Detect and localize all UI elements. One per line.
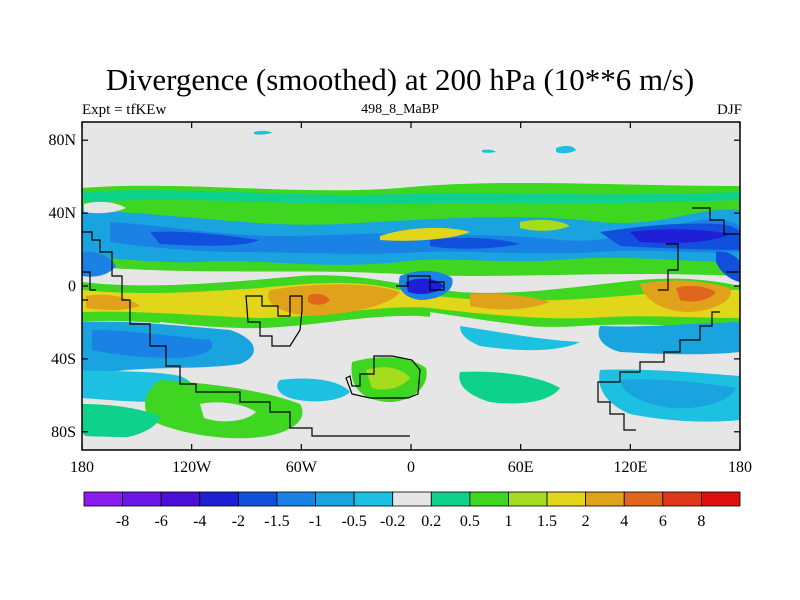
colorbar-label: 1.5 <box>537 513 557 530</box>
contour-region <box>254 130 272 135</box>
colorbar-label: 4 <box>620 513 628 530</box>
contour-region <box>82 266 740 283</box>
colorbar-label: 0.5 <box>460 513 480 530</box>
colorbar-label: -2 <box>232 513 245 530</box>
lon-tick-label: 60W <box>286 459 318 476</box>
run-label: 498_8_MaBP <box>361 102 439 117</box>
contour-region <box>630 229 730 244</box>
coastline-asia <box>692 207 740 235</box>
longitude-axis: 180 120W 60W 0 60E 120E 180 <box>70 122 752 476</box>
colorbar-label: -0.2 <box>380 513 405 530</box>
colorbar-swatch <box>469 491 509 507</box>
colorbar-swatch <box>701 491 741 507</box>
contour-region <box>277 378 350 402</box>
colorbar-label: -1 <box>309 513 322 530</box>
contour-region <box>556 145 576 154</box>
lon-tick-label: 0 <box>407 459 415 476</box>
colorbar-swatch <box>237 491 278 507</box>
experiment-label: Expt = tfKEw <box>82 102 167 118</box>
contour-region <box>82 251 116 277</box>
lon-tick-label: 60E <box>508 459 534 476</box>
colorbar-label: 1 <box>504 513 512 530</box>
colorbar-label: 0.2 <box>421 513 441 530</box>
colorbar-swatch <box>315 491 355 507</box>
contour-region <box>308 293 330 305</box>
colorbar-label: -4 <box>193 513 206 530</box>
coastline-west <box>82 271 96 301</box>
lat-tick-label: 40N <box>48 205 76 222</box>
contour-region <box>716 251 740 282</box>
contour-region <box>268 284 400 316</box>
colorbar-label: 2 <box>582 513 590 530</box>
latitude-axis: 80N 40N 0 40S 80S <box>48 132 740 441</box>
contour-region <box>470 293 550 310</box>
contour-region <box>84 201 126 214</box>
colorbar-swatch <box>585 491 625 507</box>
lat-tick-label: 80S <box>51 424 76 441</box>
contour-region <box>520 219 570 231</box>
coastline-asia-pacific <box>658 243 740 291</box>
lon-tick-label: 120W <box>172 459 212 476</box>
colorbar-swatch <box>83 491 123 507</box>
colorbar-swatch <box>160 491 201 507</box>
colorbar-label: -0.5 <box>341 513 366 530</box>
contour-region <box>86 294 140 310</box>
colorbar-swatch <box>276 491 316 507</box>
coastline-south-america <box>245 295 303 347</box>
colorbar-swatch <box>392 491 432 507</box>
coastlines <box>82 207 740 437</box>
colorbar-label: -6 <box>155 513 168 530</box>
lat-tick-label: 0 <box>68 278 76 295</box>
colorbar-swatch <box>353 491 394 507</box>
contour-region <box>82 190 740 205</box>
contour-region <box>460 326 580 351</box>
colorbar: -8 -6 -4 -2 -1.5 -1 -0.5 -0.2 0.2 0.5 1 1.5 2 4 6 8 <box>83 491 741 530</box>
contour-region <box>459 371 560 404</box>
coastline-island <box>345 355 421 399</box>
contour-region <box>150 231 260 246</box>
colorbar-swatch <box>199 491 239 507</box>
colorbar-label: -8 <box>116 513 129 530</box>
colorbar-label: -1.5 <box>264 513 289 530</box>
contour-region <box>430 312 640 351</box>
lon-tick-label: 180 <box>728 459 752 476</box>
contour-region <box>82 435 740 450</box>
contour-region <box>366 367 410 390</box>
contour-region <box>430 237 520 249</box>
lon-tick-label: 120E <box>613 459 647 476</box>
contour-region <box>598 322 740 355</box>
colorbar-swatch <box>623 491 664 507</box>
field-contours <box>82 130 740 450</box>
coastline-africa <box>396 275 445 291</box>
plot-title: Divergence (smoothed) at 200 hPa (10**6 … <box>105 62 695 97</box>
contour-region <box>82 404 160 440</box>
coastline-australia <box>597 311 720 431</box>
contour-region <box>200 402 256 422</box>
contour-region <box>482 149 496 153</box>
lat-tick-label: 40S <box>51 351 76 368</box>
contour-region <box>676 285 716 302</box>
colorbar-swatch <box>546 491 587 507</box>
colorbar-swatch <box>430 491 471 507</box>
colorbar-swatch <box>662 491 702 507</box>
season-label: DJF <box>716 102 742 118</box>
colorbar-label: 6 <box>659 513 667 530</box>
colorbar-label: 8 <box>697 513 705 530</box>
contour-region <box>380 227 470 241</box>
coastline-americas <box>82 231 410 437</box>
lat-tick-label: 80N <box>48 132 76 149</box>
contour-region <box>92 330 213 358</box>
colorbar-swatch <box>122 491 162 507</box>
contour-region <box>620 379 736 409</box>
lon-tick-label: 180 <box>70 459 94 476</box>
colorbar-swatch <box>508 491 548 507</box>
